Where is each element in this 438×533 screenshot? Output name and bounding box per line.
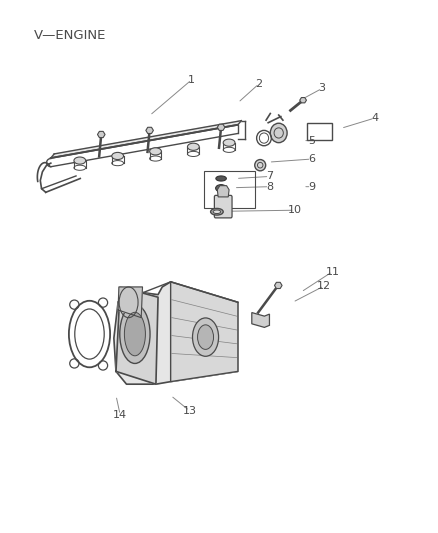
Polygon shape bbox=[300, 98, 307, 103]
Text: 14: 14 bbox=[113, 410, 127, 420]
Polygon shape bbox=[217, 185, 229, 197]
Polygon shape bbox=[118, 287, 142, 318]
Polygon shape bbox=[51, 120, 241, 158]
Ellipse shape bbox=[211, 208, 223, 215]
Ellipse shape bbox=[120, 305, 150, 364]
Polygon shape bbox=[171, 282, 238, 382]
FancyBboxPatch shape bbox=[214, 196, 232, 218]
Text: 6: 6 bbox=[308, 154, 315, 164]
Text: 1: 1 bbox=[188, 75, 195, 85]
Text: 4: 4 bbox=[371, 113, 378, 123]
Text: 9: 9 bbox=[308, 182, 315, 192]
Ellipse shape bbox=[124, 312, 145, 356]
Ellipse shape bbox=[74, 157, 86, 164]
Ellipse shape bbox=[187, 143, 199, 150]
Ellipse shape bbox=[215, 184, 226, 192]
Ellipse shape bbox=[198, 325, 214, 350]
Polygon shape bbox=[116, 287, 158, 384]
Polygon shape bbox=[146, 127, 153, 133]
Polygon shape bbox=[252, 312, 269, 327]
Ellipse shape bbox=[223, 139, 235, 146]
Text: 12: 12 bbox=[317, 281, 331, 291]
Text: 2: 2 bbox=[255, 79, 262, 89]
Polygon shape bbox=[114, 282, 238, 384]
Polygon shape bbox=[275, 282, 282, 288]
Ellipse shape bbox=[216, 176, 226, 181]
Ellipse shape bbox=[112, 152, 124, 159]
Text: 11: 11 bbox=[325, 266, 339, 277]
Ellipse shape bbox=[150, 148, 161, 155]
Polygon shape bbox=[217, 124, 225, 131]
Ellipse shape bbox=[255, 159, 266, 171]
Text: 13: 13 bbox=[183, 406, 197, 416]
Ellipse shape bbox=[270, 123, 287, 143]
Ellipse shape bbox=[193, 318, 219, 356]
Text: 5: 5 bbox=[308, 135, 315, 146]
Text: V—ENGINE: V—ENGINE bbox=[34, 29, 106, 42]
Text: 10: 10 bbox=[288, 205, 302, 215]
Polygon shape bbox=[98, 132, 105, 138]
Text: 3: 3 bbox=[318, 84, 325, 93]
Text: 8: 8 bbox=[266, 182, 273, 192]
Ellipse shape bbox=[213, 210, 221, 214]
Text: 7: 7 bbox=[266, 172, 273, 181]
